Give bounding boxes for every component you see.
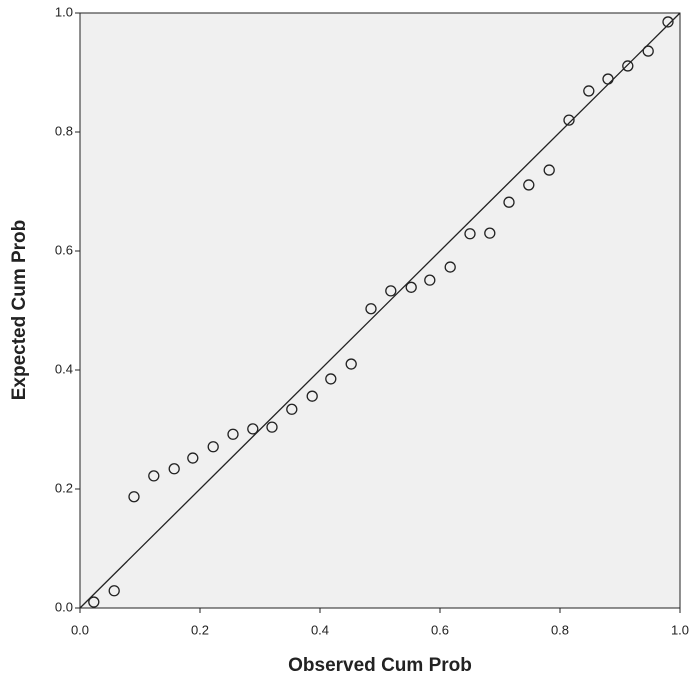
point: [148, 470, 160, 482]
point: [168, 463, 180, 475]
point: [444, 261, 456, 273]
x-tick-label: 0.0: [71, 622, 89, 637]
y-tick-label: 1.0: [55, 4, 73, 19]
x-tick-label: 1.0: [671, 622, 689, 637]
point: [602, 73, 614, 85]
y-tick-label: 0.6: [55, 242, 73, 257]
point: [286, 403, 298, 415]
point: [207, 441, 219, 453]
point: [622, 60, 634, 72]
point: [345, 358, 357, 370]
point: [385, 285, 397, 297]
point: [88, 596, 100, 608]
point: [128, 491, 140, 503]
point: [662, 16, 674, 28]
point: [405, 281, 417, 293]
x-tick-label: 0.6: [431, 622, 449, 637]
point: [523, 179, 535, 191]
point: [484, 227, 496, 239]
point: [247, 423, 259, 435]
x-tick-label: 0.4: [311, 622, 329, 637]
point: [227, 428, 239, 440]
y-tick-label: 0.2: [55, 480, 73, 495]
y-tick-label: 0.8: [55, 123, 73, 138]
point: [187, 452, 199, 464]
y-tick-label: 0.4: [55, 361, 73, 376]
y-tick-label: 0.0: [55, 599, 73, 614]
point: [266, 421, 278, 433]
x-tick-label: 0.2: [191, 622, 209, 637]
point: [325, 373, 337, 385]
point: [583, 85, 595, 97]
point: [464, 228, 476, 240]
y-axis-title: Expected Cum Prob: [9, 220, 30, 401]
x-tick-label: 0.8: [551, 622, 569, 637]
point: [424, 274, 436, 286]
point: [306, 390, 318, 402]
point: [642, 45, 654, 57]
point: [503, 196, 515, 208]
point: [365, 303, 377, 315]
point: [543, 164, 555, 176]
reference-line: [79, 12, 681, 609]
point: [108, 585, 120, 597]
x-axis-title: Observed Cum Prob: [288, 655, 472, 676]
point: [563, 114, 575, 126]
